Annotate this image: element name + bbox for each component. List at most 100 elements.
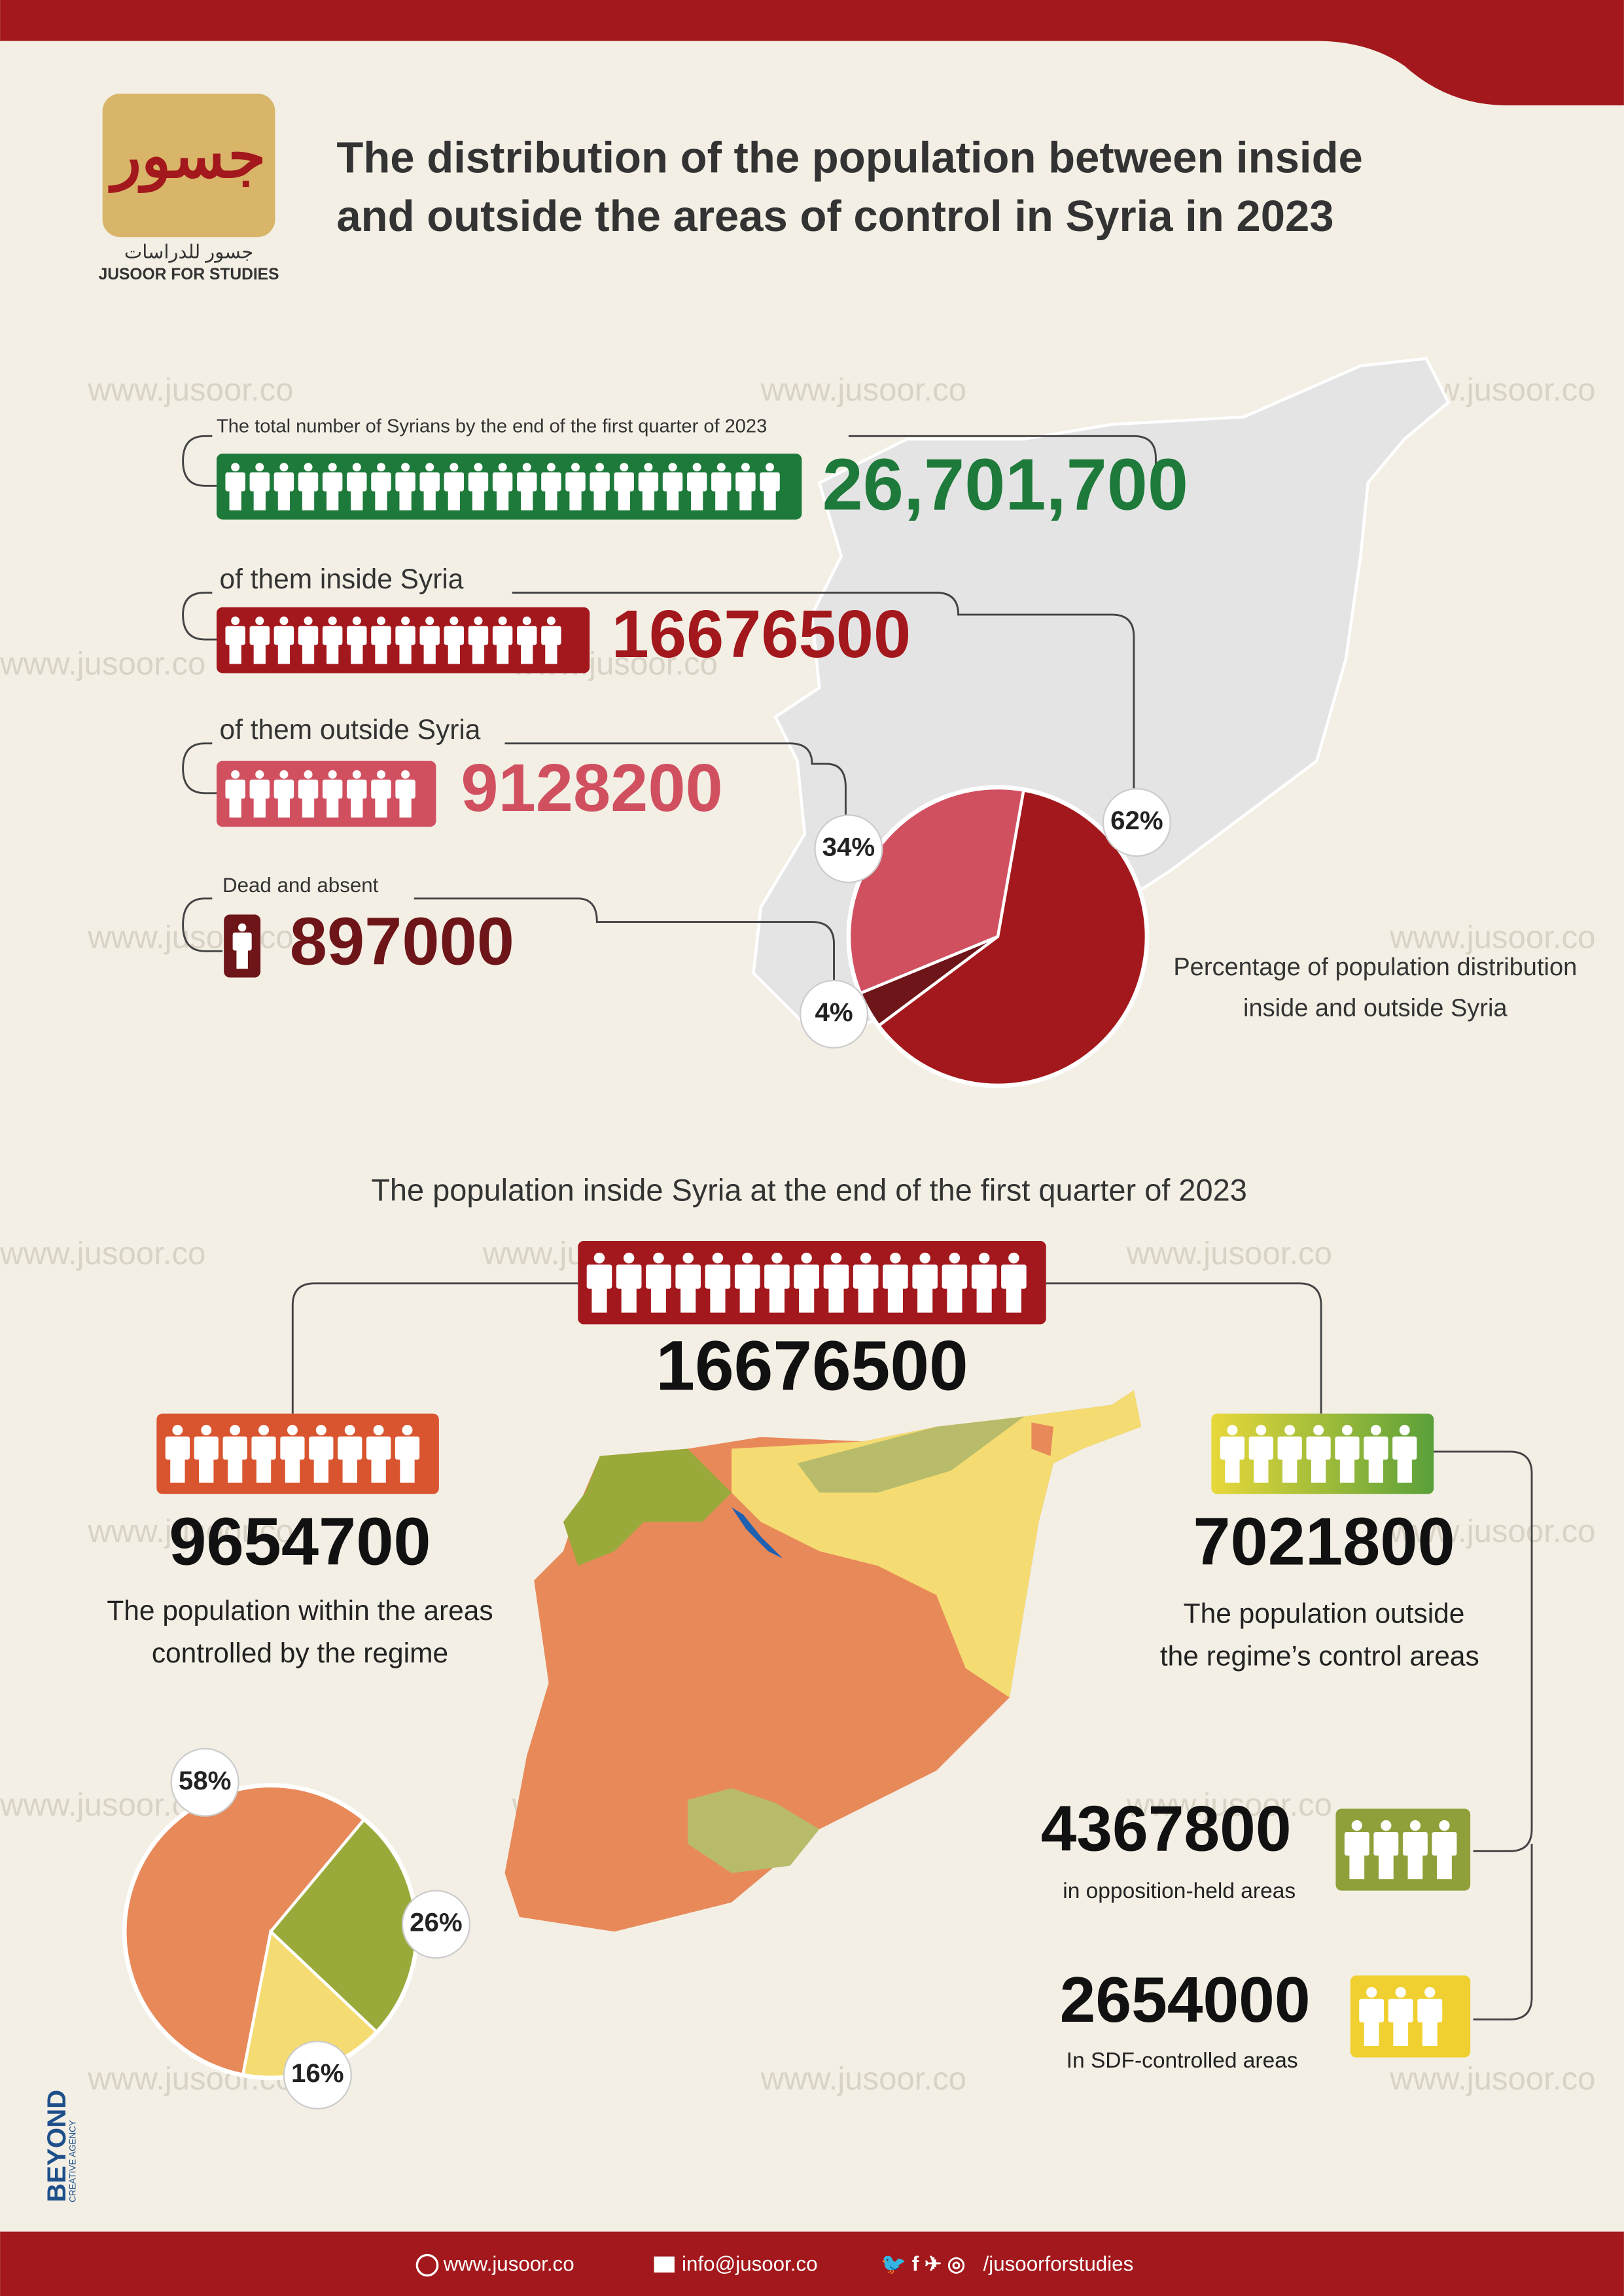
figure-body [395,626,415,645]
watermark: www.jusoor.co [1126,1235,1332,1271]
figure-legs [764,490,776,511]
figure-head [279,770,289,779]
pie-title: inside and outside Syria [1243,995,1508,1022]
footer-social[interactable]: /jusoorforstudies [983,2252,1134,2275]
figure-legs [423,643,436,664]
figure-legs [313,1458,328,1483]
figure-body [1344,1832,1369,1856]
figure-legs [858,1287,874,1313]
watermark: www.jusoor.co [760,372,966,408]
figure-legs [229,643,241,664]
figure-body [225,472,245,492]
figure-body [338,1436,362,1460]
footer-website[interactable]: www.jusoor.co [443,2252,574,2275]
figure-body [1335,1436,1360,1460]
figure-body [194,1436,219,1460]
figure-head [1008,1252,1019,1264]
figure-head [474,616,483,625]
figure-legs [342,1458,357,1483]
regime-value: 9654700 [169,1503,431,1579]
figure-legs [351,797,363,818]
people-bar [156,1413,439,1494]
figure-head [304,463,313,472]
footer-email[interactable]: info@jusoor.co [682,2252,818,2275]
data-label: 26% [410,1908,463,1937]
figure-legs [227,1458,243,1483]
figure-head [1424,1986,1436,1998]
logo-glyph: جسور [108,122,266,194]
figure-body [1248,1436,1273,1460]
data-label: 58% [179,1766,232,1795]
figure-legs [1397,1458,1412,1483]
figure-legs [593,490,606,511]
figure-body [675,1265,701,1289]
figure-body [232,932,252,951]
figure-head [741,1252,753,1264]
figure-head [801,1252,812,1264]
figure-legs [199,1458,214,1483]
pie-title: Percentage of population distribution [1173,954,1577,981]
figure-legs [277,797,291,818]
figure-head [712,1252,724,1264]
title: The distribution of the population betwe… [336,134,1362,183]
figure-body [371,780,391,799]
watermark: www.jusoor.co [1126,1787,1332,1823]
figure-body [942,1265,968,1289]
figure-head [716,463,726,472]
control-map [504,1390,1142,1932]
mail-icon [654,2256,675,2273]
figure-legs [621,1287,637,1313]
figure-legs [496,490,509,511]
outside-text: the regime’s control areas [1160,1641,1479,1672]
figure-head [1370,1425,1381,1435]
figure-legs [739,490,752,511]
figure-legs [1282,1458,1297,1483]
figure-body [347,780,367,799]
stat-label: The total number of Syrians by the end o… [217,416,767,437]
figure-body [222,1436,247,1460]
figure-legs [769,1287,785,1313]
figure-head [231,770,240,779]
figure-body [309,1436,334,1460]
figure-head [328,463,337,472]
people-bar [578,1240,1046,1325]
figure-legs [666,490,679,511]
figure-head [172,1425,183,1435]
figure-body [686,472,707,492]
figure-body [347,472,367,492]
figure-body [541,472,561,492]
figure-body [249,472,270,492]
figure-legs [650,1287,667,1313]
figure-head [255,770,264,779]
figure-head [328,616,337,625]
figure-legs [917,1287,933,1313]
stat-value: 897000 [290,904,514,979]
figure-body [274,626,294,645]
logo-box [102,94,275,238]
figure-body [764,1265,790,1289]
figure-head [522,616,531,625]
figure-body [662,472,683,492]
people-bar [1350,1975,1471,2058]
figure-legs [170,1458,185,1483]
figure-body [853,1265,879,1289]
figure-body [249,626,270,645]
figure-legs [236,949,248,969]
figure-body [225,626,245,645]
web-icon [415,2253,439,2277]
figure-head [498,616,507,625]
opposition-value: 4367800 [1041,1792,1292,1864]
watermark: www.jusoor.co [87,919,293,955]
figure-head [255,616,264,625]
figure-head [653,1252,664,1264]
figure-head [571,463,580,472]
figure-legs [399,643,412,664]
figure-head [1409,1820,1421,1831]
social-icons: 🐦 f ✈ ◎ [881,2252,965,2275]
figure-legs [1349,1854,1365,1880]
figure-legs [799,1287,815,1313]
figure-head [450,463,459,472]
figure-head [376,463,385,472]
figure-head [304,770,313,779]
